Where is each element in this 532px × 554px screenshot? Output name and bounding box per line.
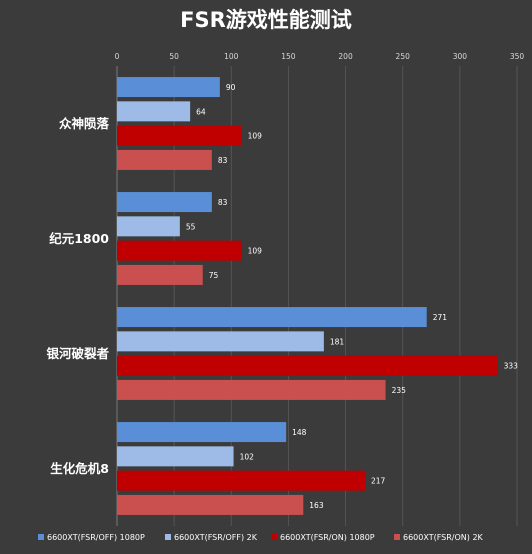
x-tick-label: 0 [115,52,120,61]
category-label: 银河破裂者 [46,346,109,361]
x-axis-ticks: 0 50 100 150 200 250 300 350 [115,52,525,61]
data-label: 83 [218,198,228,207]
legend-swatch [271,534,277,540]
bar [117,192,212,213]
data-label: 55 [186,222,196,231]
bar [117,470,365,491]
legend-swatch [165,534,171,540]
data-label: 64 [196,107,206,116]
x-tick-label: 250 [396,52,411,61]
data-label: 83 [218,156,228,165]
data-label: 109 [248,132,263,141]
bar [117,355,498,376]
x-tick-label: 50 [169,52,179,61]
data-label: 217 [371,477,386,486]
chart-title: FSR游戏性能测试 [180,8,352,32]
data-label: 148 [292,428,307,437]
x-tick-label: 200 [338,52,353,61]
bar [117,331,324,352]
data-label: 271 [433,313,448,322]
legend: 6600XT(FSR/OFF) 1080P 6600XT(FSR/OFF) 2K 6… [38,533,484,542]
bar [117,422,287,443]
legend-label: 6600XT(FSR/OFF) 2K [174,533,258,542]
bar [117,494,304,515]
bar [117,379,386,400]
bar [117,264,203,285]
x-tick-label: 150 [281,52,296,61]
data-labels: 90 64 109 83 83 55 109 75 271 181 333 235 148 102 217 1… [186,83,518,510]
bar [117,307,427,328]
legend-swatch [38,534,44,540]
data-label: 90 [226,83,236,92]
data-label: 109 [248,247,263,256]
data-label: 333 [504,362,519,371]
legend-label: 6600XT(FSR/OFF) 1080P [47,533,145,542]
category-label: 众神陨落 [59,116,110,131]
bar [117,101,191,122]
bar [117,125,242,146]
x-tick-label: 350 [510,52,525,61]
category-label: 纪元1800 [49,231,109,246]
bars [117,77,498,515]
x-tick-label: 100 [224,52,239,61]
legend-label: 6600XT(FSR/ON) 2K [403,533,484,542]
data-label: 102 [240,452,255,461]
data-label: 235 [392,386,407,395]
x-tick-label: 300 [453,52,468,61]
legend-label: 6600XT(FSR/ON) 1080P [280,533,375,542]
bar [117,77,220,98]
data-label: 75 [209,271,219,280]
data-label: 181 [330,337,345,346]
bar [117,446,234,467]
legend-swatch [394,534,400,540]
bar [117,240,242,261]
bar [117,149,212,170]
category-label: 生化危机8 [50,461,109,476]
bar [117,216,180,237]
data-label: 163 [309,501,324,510]
